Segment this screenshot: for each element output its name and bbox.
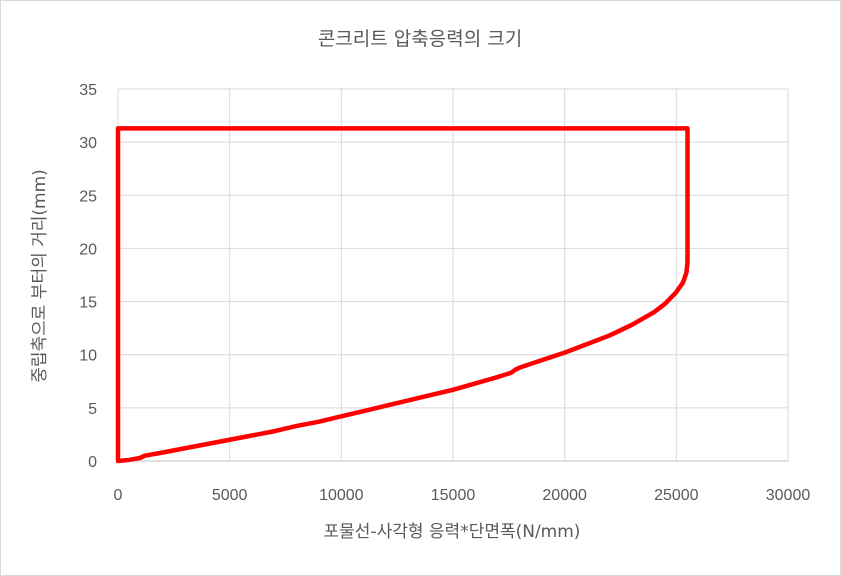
series-line [115,126,690,464]
y-axis-label: 중립축으로 부터의 거리(mm) [30,169,50,383]
y-tick-label: 0 [88,454,97,471]
x-tick-label: 0 [114,487,123,504]
y-tick-label: 10 [79,348,97,365]
tick-layer: 0 5000 10000 15000 20000 25000 30000 0 5 10 15 20 25… [79,82,810,504]
y-tick-label: 35 [79,82,97,99]
x-axis-label: 포물선-사각형 응력*단면폭(N/mm) [324,522,581,542]
grid-layer [117,88,789,462]
y-tick-label: 30 [79,135,97,152]
x-tick-label: 25000 [654,487,699,504]
x-tick-label: 5000 [212,487,248,504]
y-tick-label: 25 [79,188,97,205]
series-layer [115,126,690,464]
chart-title: 콘크리트 압축응력의 크기 [318,28,522,50]
x-tick-label: 15000 [431,487,476,504]
y-tick-label: 20 [79,241,97,258]
x-tick-label: 10000 [319,487,364,504]
y-tick-label: 5 [88,401,97,418]
x-tick-label: 20000 [542,487,587,504]
x-tick-label: 30000 [766,487,811,504]
y-tick-label: 15 [79,295,97,312]
